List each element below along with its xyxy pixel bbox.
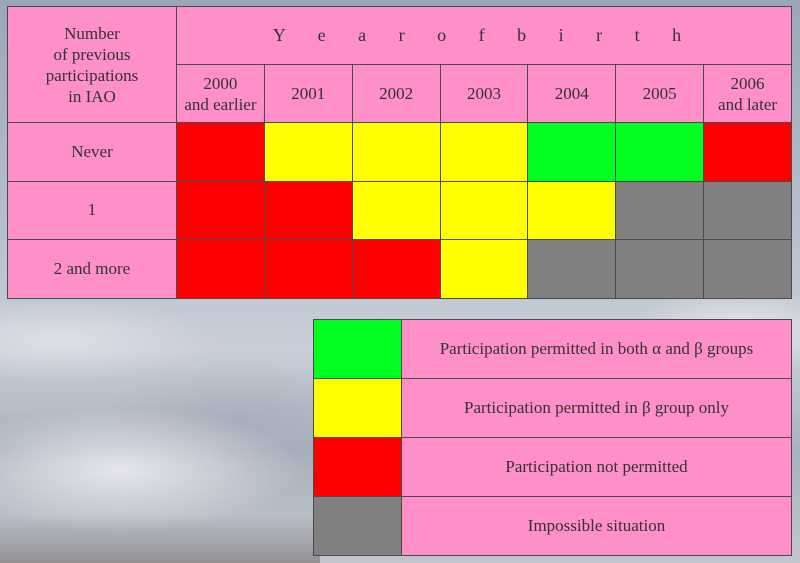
status-cell	[615, 239, 705, 299]
legend-row: Participation not permitted	[313, 437, 792, 497]
legend-label: Participation permitted in both α and β …	[401, 319, 792, 379]
legend-row: Participation permitted in both α and β …	[313, 319, 792, 379]
status-cell	[263, 122, 353, 182]
status-cell	[439, 239, 529, 299]
row-label-1: 1	[7, 180, 177, 241]
legend-row: Impossible situation	[313, 496, 792, 556]
year-header-2003: 2003	[439, 64, 529, 123]
year-header-2006: 2006 and later	[703, 64, 792, 123]
status-cell	[176, 239, 265, 299]
legend-swatch-red	[313, 437, 402, 497]
legend-swatch-gray	[313, 496, 402, 556]
table-row-2-and-more: 2 and more	[7, 239, 792, 299]
background-photo-strip	[0, 515, 320, 563]
legend-label: Participation permitted in β group only	[401, 378, 792, 438]
corner-header: Number of previous participations in IAO	[7, 6, 177, 123]
status-cell	[703, 122, 792, 182]
participation-rules-table: Number of previous participations in IAO…	[7, 6, 792, 299]
status-cell	[439, 122, 529, 182]
status-cell	[263, 180, 353, 241]
corner-line: in IAO	[68, 86, 116, 106]
year-header-row: 2000 and earlier 2001 2002 2003 2004 200…	[8, 64, 792, 123]
corner-line: Number	[64, 23, 120, 43]
legend-row: Participation permitted in β group only	[313, 378, 792, 438]
year-header-2004: 2004	[527, 64, 617, 123]
corner-line: participations	[45, 65, 139, 85]
legend-label: Participation not permitted	[401, 437, 792, 497]
year-line: and earlier	[184, 94, 257, 114]
status-cell	[703, 239, 792, 299]
row-label-never: Never	[7, 122, 177, 182]
year-of-birth-title: Y e a r o f b i r t h	[176, 6, 792, 65]
year-header-2000: 2000 and earlier	[176, 64, 265, 123]
status-cell	[703, 180, 792, 241]
status-cell	[527, 122, 617, 182]
year-line: 2006	[730, 73, 765, 93]
status-cell	[263, 239, 353, 299]
status-cell	[351, 239, 441, 299]
status-cell	[439, 180, 529, 241]
year-line: 2000	[203, 73, 238, 93]
table-row-1: 1	[7, 180, 792, 241]
status-cell	[176, 122, 265, 182]
legend-swatch-yellow	[313, 378, 402, 438]
year-line: and later	[718, 94, 778, 114]
year-header-2001: 2001	[263, 64, 353, 123]
status-cell	[615, 180, 705, 241]
status-cell	[176, 180, 265, 241]
legend-label: Impossible situation	[401, 496, 792, 556]
status-cell	[351, 122, 441, 182]
legend-table: Participation permitted in both α and β …	[313, 319, 792, 556]
table-row-never: Never	[7, 122, 792, 182]
status-cell	[351, 180, 441, 241]
status-cell	[527, 180, 617, 241]
status-cell	[615, 122, 705, 182]
row-label-2-and-more: 2 and more	[7, 239, 177, 299]
status-cell	[527, 239, 617, 299]
legend-swatch-green	[313, 319, 402, 379]
year-header-2002: 2002	[351, 64, 441, 123]
corner-line: of previous	[53, 44, 131, 64]
year-header-2005: 2005	[615, 64, 705, 123]
